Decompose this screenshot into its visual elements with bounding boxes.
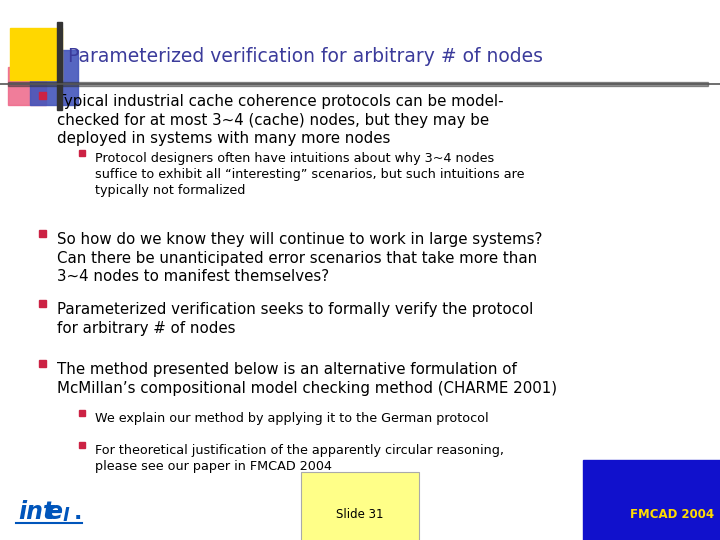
Bar xyxy=(57,22,62,110)
Text: FMCAD 2004: FMCAD 2004 xyxy=(630,508,714,521)
Bar xyxy=(79,410,85,416)
Text: Parameterized verification for arbitrary # of nodes: Parameterized verification for arbitrary… xyxy=(68,48,543,66)
Bar xyxy=(10,28,62,80)
Bar xyxy=(79,442,85,448)
Bar xyxy=(8,67,46,105)
Text: For theoretical justification of the apparently circular reasoning,
please see o: For theoretical justification of the app… xyxy=(95,444,504,473)
Bar xyxy=(38,360,45,367)
Bar xyxy=(38,91,45,98)
Text: Typical industrial cache coherence protocols can be model-
checked for at most 3: Typical industrial cache coherence proto… xyxy=(57,94,503,146)
Bar xyxy=(38,300,45,307)
Bar xyxy=(38,230,45,237)
Text: l: l xyxy=(62,507,68,525)
Text: e: e xyxy=(46,500,62,524)
Text: Slide 31: Slide 31 xyxy=(336,508,384,521)
Text: int: int xyxy=(18,500,54,524)
Text: So how do we know they will continue to work in large systems?
Can there be unan: So how do we know they will continue to … xyxy=(57,232,542,284)
Text: We explain our method by applying it to the German protocol: We explain our method by applying it to … xyxy=(95,412,489,425)
Bar xyxy=(8,82,708,86)
Bar xyxy=(30,50,78,105)
Text: Protocol designers often have intuitions about why 3~4 nodes
suffice to exhibit : Protocol designers often have intuitions… xyxy=(95,152,524,197)
Text: Parameterized verification seeks to formally verify the protocol
for arbitrary #: Parameterized verification seeks to form… xyxy=(57,302,534,335)
Text: The method presented below is an alternative formulation of
McMillan’s compositi: The method presented below is an alterna… xyxy=(57,362,557,396)
Bar xyxy=(79,150,85,156)
Text: .: . xyxy=(74,503,82,523)
